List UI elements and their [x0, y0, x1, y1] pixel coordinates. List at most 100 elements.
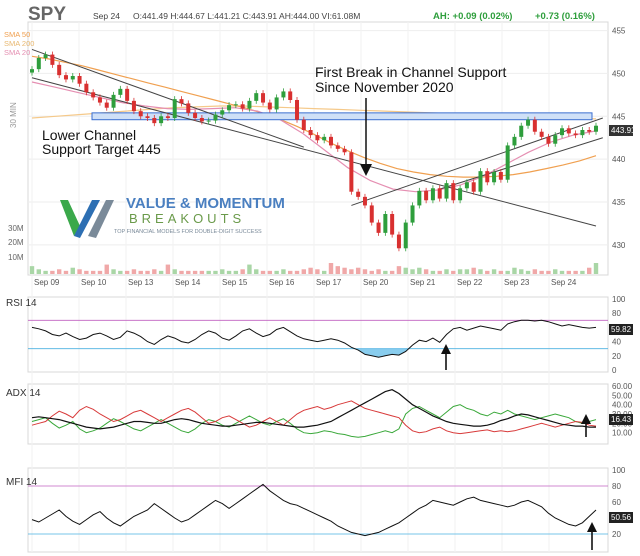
rsi-tick-label: 40 — [612, 338, 621, 347]
candle-body — [519, 125, 524, 137]
volume-bar — [165, 264, 171, 274]
volume-bar — [288, 270, 293, 274]
candle-body — [410, 205, 415, 223]
candle-body — [580, 130, 585, 136]
volume-bar — [587, 267, 592, 274]
volume-bar — [70, 267, 75, 274]
volume-bar — [328, 263, 334, 274]
volume-bar — [573, 270, 578, 274]
volume-bar — [77, 269, 82, 274]
candle-body — [220, 110, 225, 115]
date-tick-label: Sep 14 — [175, 278, 201, 287]
adx-line — [31, 389, 596, 430]
volume-bar — [138, 270, 143, 274]
candle-body — [383, 214, 388, 233]
date-tick-label: Sep 16 — [269, 278, 295, 287]
price-tick-label: 445 — [612, 112, 626, 121]
candle-body — [403, 222, 408, 249]
volume-bar — [430, 270, 436, 274]
volume-label-20m: 20M — [8, 238, 24, 247]
candle-body — [301, 119, 306, 130]
candle-body — [594, 125, 598, 132]
mfi-panel — [27, 467, 609, 553]
candle-body — [77, 76, 82, 84]
candle-body — [281, 91, 286, 98]
candle-body — [261, 93, 266, 103]
candle-body — [492, 172, 497, 183]
volume-bar — [104, 264, 109, 274]
volume-bar — [539, 270, 544, 274]
price-tick-label: 450 — [612, 69, 626, 78]
volume-bar — [172, 269, 177, 274]
volume-bar — [84, 270, 89, 274]
rsi-line — [31, 319, 597, 358]
last-price-tag-bg — [609, 125, 633, 136]
date-tick-label: Sep 23 — [504, 278, 530, 287]
candle-body — [335, 145, 340, 149]
volume-bar — [118, 270, 123, 274]
candle-body — [566, 128, 571, 134]
candle-body — [267, 102, 272, 110]
volume-bar — [158, 270, 164, 274]
candle-body — [498, 172, 503, 180]
candle-body — [97, 97, 102, 103]
candle-body — [186, 103, 191, 113]
rsi-arrow — [441, 344, 451, 370]
date-tick-label: Sep 17 — [316, 278, 342, 287]
volume-bar — [199, 270, 205, 274]
volume-bar — [403, 267, 408, 274]
candle-body — [349, 152, 354, 192]
date-tick-label: Sep 09 — [34, 278, 60, 287]
volume-label-30m: 30M — [8, 224, 24, 233]
candle-body — [315, 135, 320, 141]
candle-body — [63, 75, 68, 80]
candle-body — [104, 102, 109, 108]
candle-body — [213, 114, 218, 121]
lower-channel-line — [31, 77, 597, 227]
annotation-break-1: First Break in Channel Support — [315, 64, 507, 80]
candle-body — [512, 136, 517, 146]
volume-bar — [294, 270, 300, 274]
volume-bar — [111, 269, 116, 274]
volume-bar — [423, 269, 429, 274]
ah-change: AH: +0.09 (0.02%) — [433, 11, 512, 22]
volume-bar — [56, 269, 62, 274]
volume-bar — [553, 269, 558, 274]
volume-bar — [206, 270, 211, 274]
support-band — [91, 112, 593, 121]
date-tick-label: Sep 15 — [222, 278, 248, 287]
header-ohlc: O:441.49 H:444.67 L:441.21 C:443.91 AH:4… — [133, 11, 360, 21]
volume-bar — [145, 270, 150, 274]
volume-bar — [281, 269, 286, 274]
volume-bar — [478, 269, 483, 274]
candle-body — [57, 64, 62, 76]
volume-bar — [179, 270, 184, 274]
price-tick-label: 435 — [612, 198, 626, 207]
volume-bar — [410, 269, 415, 274]
volume-bar — [240, 269, 245, 274]
date-tick-label: Sep 20 — [363, 278, 389, 287]
candle-body — [165, 116, 170, 118]
candle-body — [125, 88, 130, 101]
candle-body — [369, 205, 374, 223]
di-plus-line — [31, 404, 597, 438]
rsi-panel — [27, 296, 609, 373]
candle-body — [458, 188, 463, 201]
candlesticks — [30, 51, 598, 252]
mfi-last: 50.56 — [611, 513, 632, 522]
adx-panel — [27, 383, 609, 445]
candle-body — [417, 190, 422, 206]
candle-body — [396, 234, 401, 249]
volume-bar — [532, 269, 538, 274]
last-price-tag: 443.91 — [611, 126, 636, 135]
volume-bar — [369, 270, 374, 274]
candle-body — [362, 196, 367, 206]
candle-body — [342, 148, 347, 153]
candle-body — [451, 183, 456, 201]
volume-bar — [260, 270, 266, 274]
candle-body — [179, 99, 184, 104]
mfi-tick-label: 80 — [612, 482, 621, 491]
volume-bar — [36, 269, 41, 274]
legend-sma20: SMA 20 — [4, 48, 30, 57]
candle-body — [390, 214, 395, 235]
